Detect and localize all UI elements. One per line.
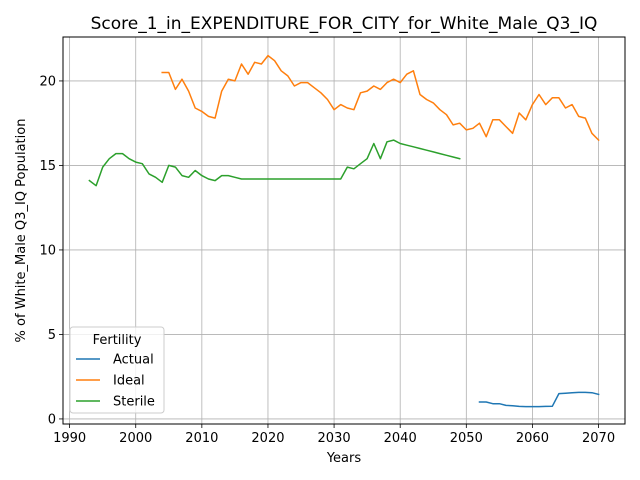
chart-title: Score_1_in_EXPENDITURE_FOR_CITY_for_Whit… xyxy=(91,14,598,34)
legend-label-sterile: Sterile xyxy=(113,395,155,410)
y-tick-label: 15 xyxy=(39,159,56,174)
legend-label-actual: Actual xyxy=(113,353,154,368)
x-axis-title: Years xyxy=(326,451,362,466)
x-tick-label: 2040 xyxy=(384,431,417,446)
legend-label-ideal: Ideal xyxy=(113,374,145,389)
x-tick-label: 2010 xyxy=(185,431,218,446)
x-tick-label: 2000 xyxy=(119,431,152,446)
x-tick-label: 1990 xyxy=(53,431,86,446)
y-tick-label: 0 xyxy=(48,412,56,427)
legend: Fertility Actual Ideal Sterile xyxy=(70,327,164,413)
x-tick-label: 2060 xyxy=(516,431,549,446)
x-tick-label: 2050 xyxy=(450,431,483,446)
x-tick-label: 2020 xyxy=(251,431,284,446)
y-tick-label: 20 xyxy=(39,74,56,89)
y-axis-title: % of White_Male Q3_IQ Population xyxy=(14,119,29,343)
y-tick-label: 5 xyxy=(48,328,56,343)
y-tick-label: 10 xyxy=(39,243,56,258)
x-tick-label: 2030 xyxy=(318,431,351,446)
x-tick-label: 2070 xyxy=(582,431,615,446)
legend-title: Fertility xyxy=(93,333,142,348)
